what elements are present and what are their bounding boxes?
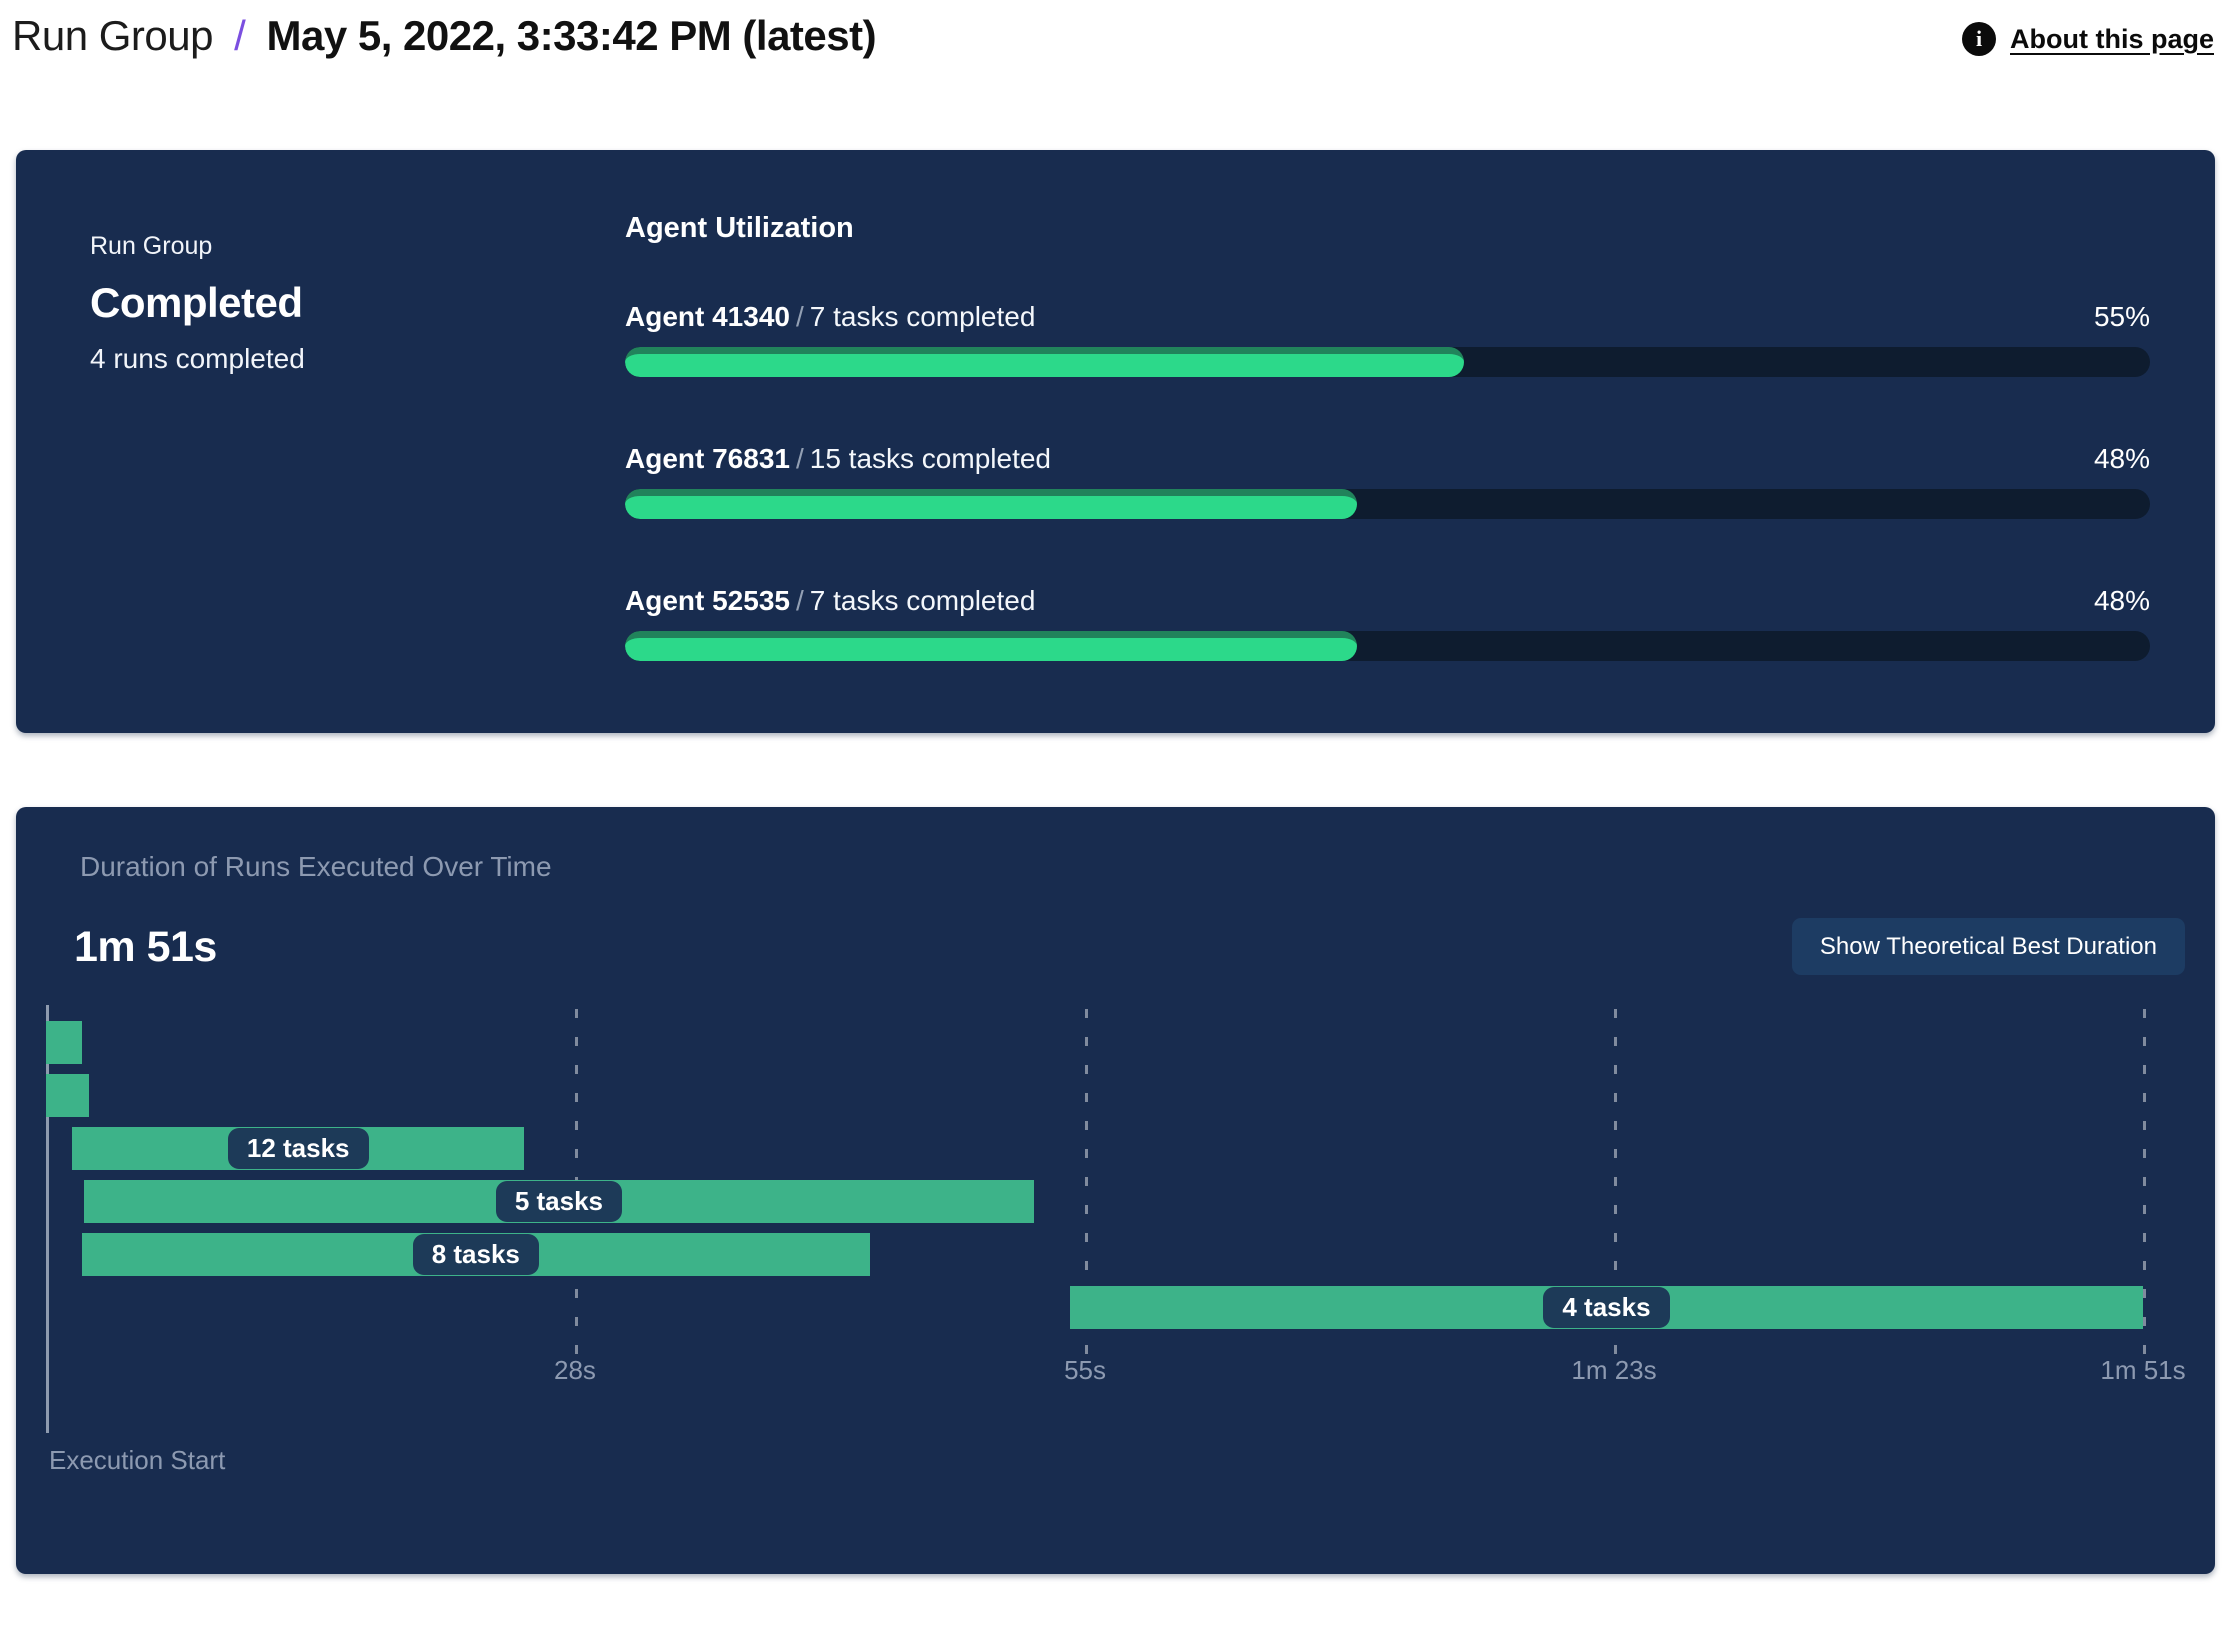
utilization-fill bbox=[625, 489, 1357, 519]
run-group-status: Completed bbox=[90, 279, 303, 326]
agent-row: Agent 52535/7 tasks completed 48% bbox=[625, 585, 2150, 661]
gantt-bar-task-count-pill: 4 tasks bbox=[1543, 1287, 1670, 1328]
utilization-fill bbox=[625, 347, 1464, 377]
gantt-chart: Execution Start 28s 55s 1m 23s 1m 51s 12 tas… bbox=[46, 1005, 2191, 1505]
gantt-run-bar: 8 tasks bbox=[81, 1233, 870, 1276]
gantt-gridline bbox=[1614, 1009, 1618, 1354]
duration-chart-title: Duration of Runs Executed Over Time bbox=[80, 851, 552, 882]
total-duration: 1m 51s bbox=[74, 923, 217, 971]
agent-row: Agent 76831/15 tasks completed 48% bbox=[625, 443, 2150, 519]
run-group-summary: Run Group Completed 4 runs completed bbox=[90, 232, 305, 375]
x-tick-label: 1m 23s bbox=[1571, 1355, 1657, 1385]
duration-panel: Duration of Runs Executed Over Time 1m 5… bbox=[16, 807, 2215, 1574]
about-link[interactable]: About this page bbox=[2010, 23, 2214, 54]
x-tick-label: 28s bbox=[554, 1355, 596, 1385]
utilization-track bbox=[625, 489, 2150, 519]
execution-start-axis-line bbox=[46, 1005, 49, 1433]
gantt-bar-task-count-pill: 12 tasks bbox=[227, 1128, 369, 1169]
agent-utilization-section: Agent Utilization Agent 41340/7 tasks co… bbox=[625, 212, 2150, 727]
utilization-track bbox=[625, 347, 2150, 377]
utilization-track bbox=[625, 631, 2150, 661]
gantt-run-bar: 12 tasks bbox=[72, 1127, 524, 1170]
gantt-gridline bbox=[2143, 1009, 2146, 1354]
runs-completed-count: 4 runs completed bbox=[90, 343, 305, 374]
gantt-gridline bbox=[1085, 1009, 1089, 1354]
show-theoretical-best-duration-button[interactable]: Show Theoretical Best Duration bbox=[1791, 918, 2185, 975]
gantt-run-bar bbox=[46, 1074, 90, 1117]
agent-percent: 48% bbox=[2093, 443, 2150, 474]
gantt-run-bar: 5 tasks bbox=[83, 1180, 1035, 1223]
x-tick-label: 55s bbox=[1064, 1355, 1107, 1385]
page-header: Run Group / May 5, 2022, 3:33:42 PM (lat… bbox=[0, 0, 2240, 150]
info-icon: i bbox=[1962, 22, 1996, 56]
agent-label: Agent 52535/7 tasks completed bbox=[625, 585, 1036, 616]
run-group-panel: Run Group Completed 4 runs completed Age… bbox=[16, 150, 2215, 733]
gantt-run-bar bbox=[46, 1021, 82, 1064]
agent-percent: 48% bbox=[2093, 585, 2150, 616]
gantt-run-bar: 4 tasks bbox=[1069, 1286, 2143, 1329]
x-tick-label: 1m 51s bbox=[2100, 1355, 2186, 1385]
run-group-eyebrow: Run Group bbox=[90, 232, 213, 260]
gantt-bar-task-count-pill: 5 tasks bbox=[495, 1181, 622, 1222]
agent-row: Agent 41340/7 tasks completed 55% bbox=[625, 301, 2150, 377]
gantt-bar-task-count-pill: 8 tasks bbox=[412, 1234, 539, 1275]
about-this-page[interactable]: i About this page bbox=[1962, 22, 2214, 56]
utilization-fill bbox=[625, 631, 1357, 661]
run-title: May 5, 2022, 3:33:42 PM (latest) bbox=[266, 12, 877, 59]
page-title: Run Group / May 5, 2022, 3:33:42 PM (lat… bbox=[12, 12, 877, 60]
breadcrumb[interactable]: Run Group bbox=[12, 12, 213, 59]
agent-label: Agent 41340/7 tasks completed bbox=[625, 301, 1036, 332]
breadcrumb-separator: / bbox=[234, 12, 246, 59]
agent-percent: 55% bbox=[2093, 301, 2150, 332]
execution-start-label: Execution Start bbox=[49, 1445, 226, 1475]
agent-label: Agent 76831/15 tasks completed bbox=[625, 443, 1051, 474]
agent-utilization-title: Agent Utilization bbox=[625, 212, 854, 244]
